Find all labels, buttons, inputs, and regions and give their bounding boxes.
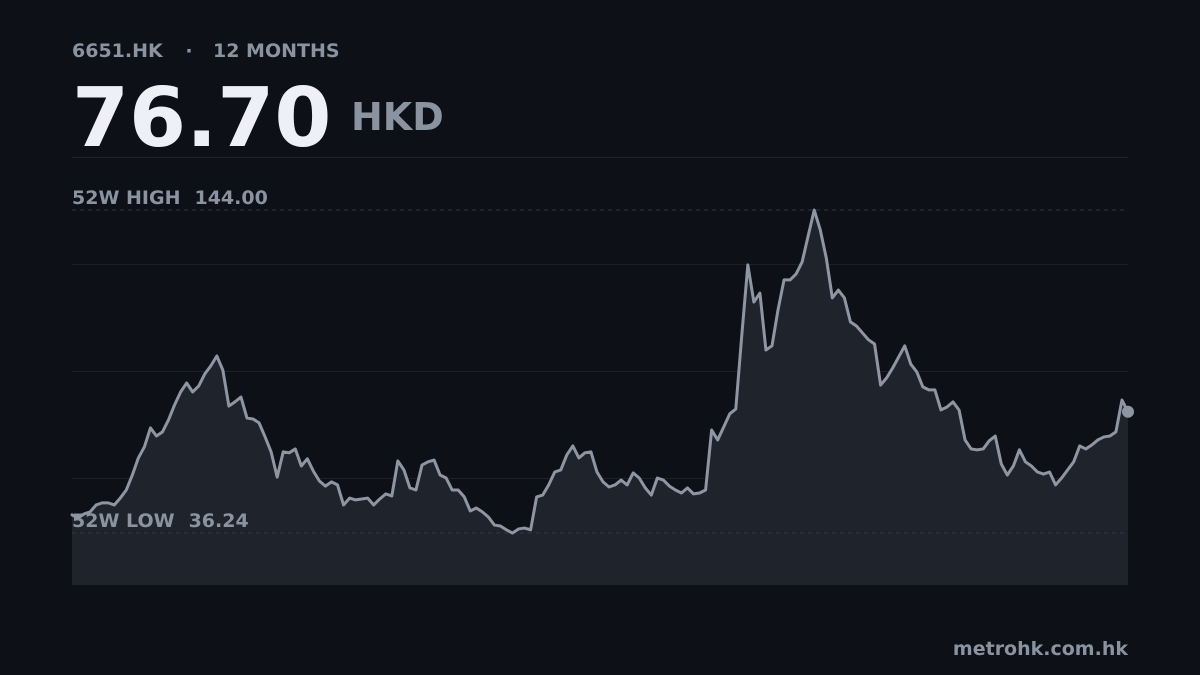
plot: 52W HIGH 144.00 52W LOW 36.24 xyxy=(70,187,1134,586)
price: 76.70 xyxy=(72,71,331,166)
price-line xyxy=(70,208,1130,535)
reference-name: 52W HIGH xyxy=(72,187,180,209)
reference-value: 36.24 xyxy=(189,510,249,532)
separator: · xyxy=(185,40,192,62)
symbol: 6651.HK xyxy=(72,40,164,62)
currency: HKD xyxy=(351,95,444,139)
reference-label: 52W LOW 36.24 xyxy=(72,510,249,532)
reference-name: 52W LOW xyxy=(72,510,175,532)
last-point xyxy=(1122,405,1134,418)
reference-value: 144.00 xyxy=(194,187,267,209)
source: metrohk.com.hk xyxy=(953,638,1128,660)
reference-label: 52W HIGH 144.00 xyxy=(72,187,268,209)
period: 12 MONTHS xyxy=(213,40,340,62)
area xyxy=(72,210,1128,586)
